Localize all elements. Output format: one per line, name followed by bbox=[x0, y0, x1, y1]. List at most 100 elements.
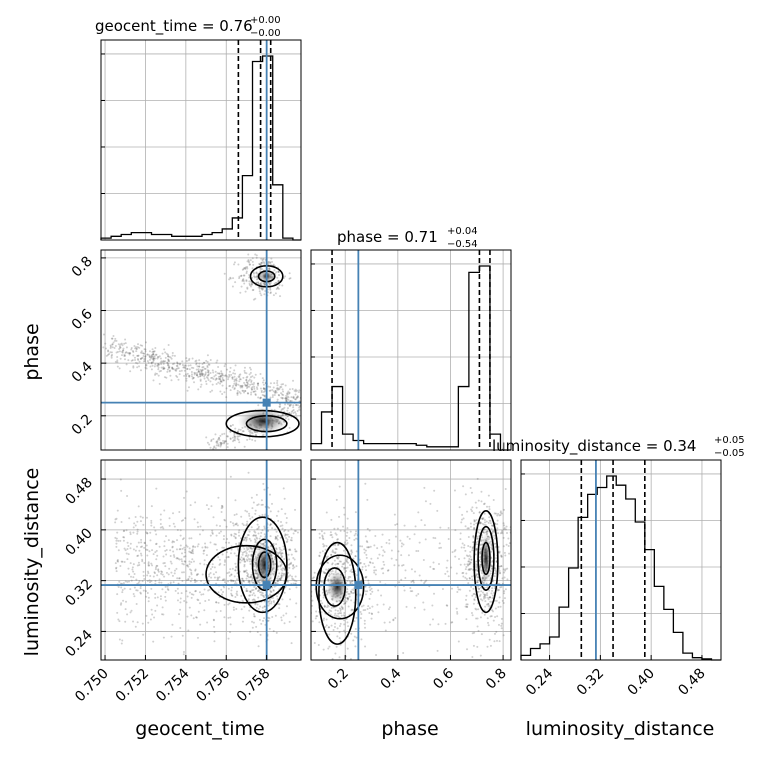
scatter-phase-vs-luminosity-distance-point bbox=[336, 635, 339, 638]
scatter-geocent-time-vs-phase-point bbox=[249, 259, 252, 262]
scatter-geocent-time-vs-luminosity-distance-point bbox=[229, 631, 232, 634]
scatter-geocent-time-vs-phase-point bbox=[258, 290, 261, 293]
scatter-geocent-time-vs-phase-point bbox=[263, 282, 266, 285]
hist-phase-bin bbox=[469, 272, 480, 450]
scatter-phase-vs-luminosity-distance-point bbox=[478, 511, 481, 514]
scatter-phase-vs-luminosity-distance-point bbox=[496, 523, 499, 526]
scatter-phase-vs-luminosity-distance-point bbox=[380, 567, 383, 570]
scatter-geocent-time-vs-luminosity-distance-point bbox=[211, 565, 214, 568]
scatter-geocent-time-vs-luminosity-distance-point bbox=[243, 551, 246, 554]
scatter-phase-vs-luminosity-distance-point bbox=[340, 605, 343, 608]
scatter-geocent-time-vs-phase-point bbox=[282, 393, 285, 396]
scatter-phase-vs-luminosity-distance-point bbox=[394, 523, 397, 526]
scatter-geocent-time-vs-luminosity-distance-point bbox=[206, 621, 209, 624]
scatter-geocent-time-vs-phase-point bbox=[157, 364, 160, 367]
scatter-phase-vs-luminosity-distance-point bbox=[483, 531, 486, 534]
scatter-geocent-time-vs-luminosity-distance-point bbox=[285, 537, 288, 540]
scatter-phase-vs-luminosity-distance-point bbox=[480, 633, 483, 636]
scatter-phase-vs-luminosity-distance-point bbox=[498, 588, 501, 591]
scatter-geocent-time-vs-phase-point bbox=[231, 386, 234, 389]
scatter-geocent-time-vs-luminosity-distance-point bbox=[208, 575, 211, 578]
scatter-geocent-time-vs-luminosity-distance-point bbox=[269, 510, 272, 513]
scatter-geocent-time-vs-luminosity-distance-point bbox=[173, 555, 176, 558]
scatter-phase-vs-luminosity-distance-point bbox=[506, 578, 509, 581]
scatter-geocent-time-vs-phase-point bbox=[162, 362, 165, 365]
scatter-geocent-time-vs-luminosity-distance-point bbox=[235, 542, 238, 545]
scatter-geocent-time-vs-luminosity-distance-point bbox=[229, 568, 232, 571]
scatter-geocent-time-vs-phase-point bbox=[217, 381, 220, 384]
scatter-phase-vs-luminosity-distance-point bbox=[480, 586, 483, 589]
scatter-phase-vs-luminosity-distance-point bbox=[500, 617, 503, 620]
scatter-geocent-time-vs-luminosity-distance-point bbox=[280, 568, 283, 571]
scatter-geocent-time-vs-luminosity-distance-point bbox=[248, 581, 251, 584]
scatter-geocent-time-vs-luminosity-distance-point bbox=[215, 548, 218, 551]
scatter-geocent-time-vs-luminosity-distance-point bbox=[177, 557, 180, 560]
scatter-geocent-time-vs-phase-point bbox=[183, 364, 186, 367]
scatter-geocent-time-vs-luminosity-distance-point bbox=[145, 548, 148, 551]
scatter-geocent-time-vs-phase-point bbox=[219, 375, 222, 378]
scatter-geocent-time-vs-luminosity-distance-point bbox=[205, 554, 208, 557]
scatter-phase-vs-luminosity-distance-point bbox=[465, 577, 468, 580]
scatter-geocent-time-vs-luminosity-distance-point bbox=[294, 530, 297, 533]
scatter-geocent-time-vs-luminosity-distance-point bbox=[161, 613, 164, 616]
scatter-geocent-time-vs-phase-point bbox=[246, 392, 249, 395]
scatter-phase-vs-luminosity-distance-point bbox=[481, 522, 484, 525]
scatter-phase-vs-luminosity-distance-point bbox=[351, 588, 354, 591]
scatter-geocent-time-vs-luminosity-distance-point bbox=[137, 581, 140, 584]
scatter-phase-vs-luminosity-distance-point bbox=[480, 590, 483, 593]
scatter-geocent-time-vs-luminosity-distance-point bbox=[256, 523, 259, 526]
scatter-geocent-time-vs-phase-point bbox=[274, 292, 277, 295]
scatter-phase-vs-luminosity-distance-point bbox=[403, 589, 406, 592]
scatter-geocent-time-vs-luminosity-distance-point bbox=[272, 600, 275, 603]
scatter-geocent-time-vs-luminosity-distance-point bbox=[267, 616, 270, 619]
scatter-geocent-time-vs-phase-point bbox=[255, 271, 258, 274]
scatter-geocent-time-vs-luminosity-distance-point bbox=[172, 581, 175, 584]
scatter-geocent-time-vs-phase-point bbox=[255, 281, 258, 284]
scatter-geocent-time-vs-luminosity-distance-point bbox=[288, 562, 291, 565]
scatter-phase-vs-luminosity-distance-point bbox=[327, 561, 330, 564]
scatter-phase-vs-luminosity-distance-point bbox=[306, 556, 308, 558]
scatter-geocent-time-vs-phase-point bbox=[161, 361, 164, 364]
scatter-geocent-time-vs-phase-point bbox=[151, 364, 154, 367]
scatter-geocent-time-vs-phase-point bbox=[233, 451, 235, 453]
scatter-geocent-time-vs-phase-point bbox=[168, 355, 171, 358]
scatter-geocent-time-vs-phase-point bbox=[255, 272, 258, 275]
scatter-phase-vs-luminosity-distance-point bbox=[470, 575, 473, 578]
scatter-phase-vs-luminosity-distance-point bbox=[347, 605, 350, 608]
scatter-geocent-time-vs-phase-point bbox=[152, 355, 155, 358]
scatter-geocent-time-vs-phase-point bbox=[253, 390, 256, 393]
scatter-geocent-time-vs-phase-point bbox=[156, 355, 159, 358]
scatter-geocent-time-vs-luminosity-distance-point bbox=[217, 496, 220, 499]
scatter-geocent-time-vs-luminosity-distance-point bbox=[148, 550, 151, 553]
scatter-phase-vs-luminosity-distance-point bbox=[369, 593, 372, 596]
scatter-geocent-time-vs-phase-point bbox=[228, 375, 231, 378]
scatter-geocent-time-vs-phase-point bbox=[202, 373, 205, 376]
scatter-phase-vs-luminosity-distance-point bbox=[351, 580, 354, 583]
scatter-phase-vs-luminosity-distance-point bbox=[483, 523, 486, 526]
scatter-geocent-time-vs-phase-point bbox=[219, 382, 222, 385]
scatter-phase-vs-luminosity-distance-point bbox=[491, 596, 494, 599]
scatter-geocent-time-vs-phase-point bbox=[233, 261, 236, 264]
scatter-geocent-time-vs-luminosity-distance-point bbox=[287, 553, 290, 556]
scatter-geocent-time-vs-luminosity-distance-point bbox=[195, 616, 198, 619]
scatter-geocent-time-vs-luminosity-distance-point bbox=[235, 513, 238, 516]
scatter-geocent-time-vs-phase-point bbox=[209, 371, 212, 374]
scatter-geocent-time-vs-phase-point bbox=[286, 415, 289, 418]
scatter-phase-vs-luminosity-distance-point bbox=[429, 502, 432, 505]
scatter-phase-vs-luminosity-distance-point bbox=[354, 532, 357, 535]
scatter-geocent-time-vs-phase-point bbox=[247, 392, 250, 395]
scatter-phase-vs-luminosity-distance-point bbox=[429, 623, 432, 626]
scatter-geocent-time-vs-luminosity-distance-point bbox=[203, 609, 206, 612]
scatter-geocent-time-vs-luminosity-distance-point bbox=[292, 557, 295, 560]
scatter-geocent-time-vs-luminosity-distance-point bbox=[188, 547, 191, 550]
scatter-phase-vs-luminosity-distance-point bbox=[413, 606, 416, 609]
scatter-phase-vs-luminosity-distance-point bbox=[507, 544, 510, 547]
scatter-geocent-time-vs-phase-point bbox=[257, 282, 260, 285]
scatter-geocent-time-vs-phase-point bbox=[286, 409, 289, 412]
scatter-phase-vs-luminosity-distance-point bbox=[415, 594, 418, 597]
scatter-geocent-time-vs-phase-point bbox=[258, 263, 261, 266]
hist-luminosity-distance-bin bbox=[616, 485, 626, 660]
scatter-phase-vs-luminosity-distance-point bbox=[318, 532, 321, 535]
scatter-geocent-time-vs-luminosity-distance-point bbox=[194, 501, 197, 504]
scatter-geocent-time-vs-phase-point bbox=[222, 439, 225, 442]
